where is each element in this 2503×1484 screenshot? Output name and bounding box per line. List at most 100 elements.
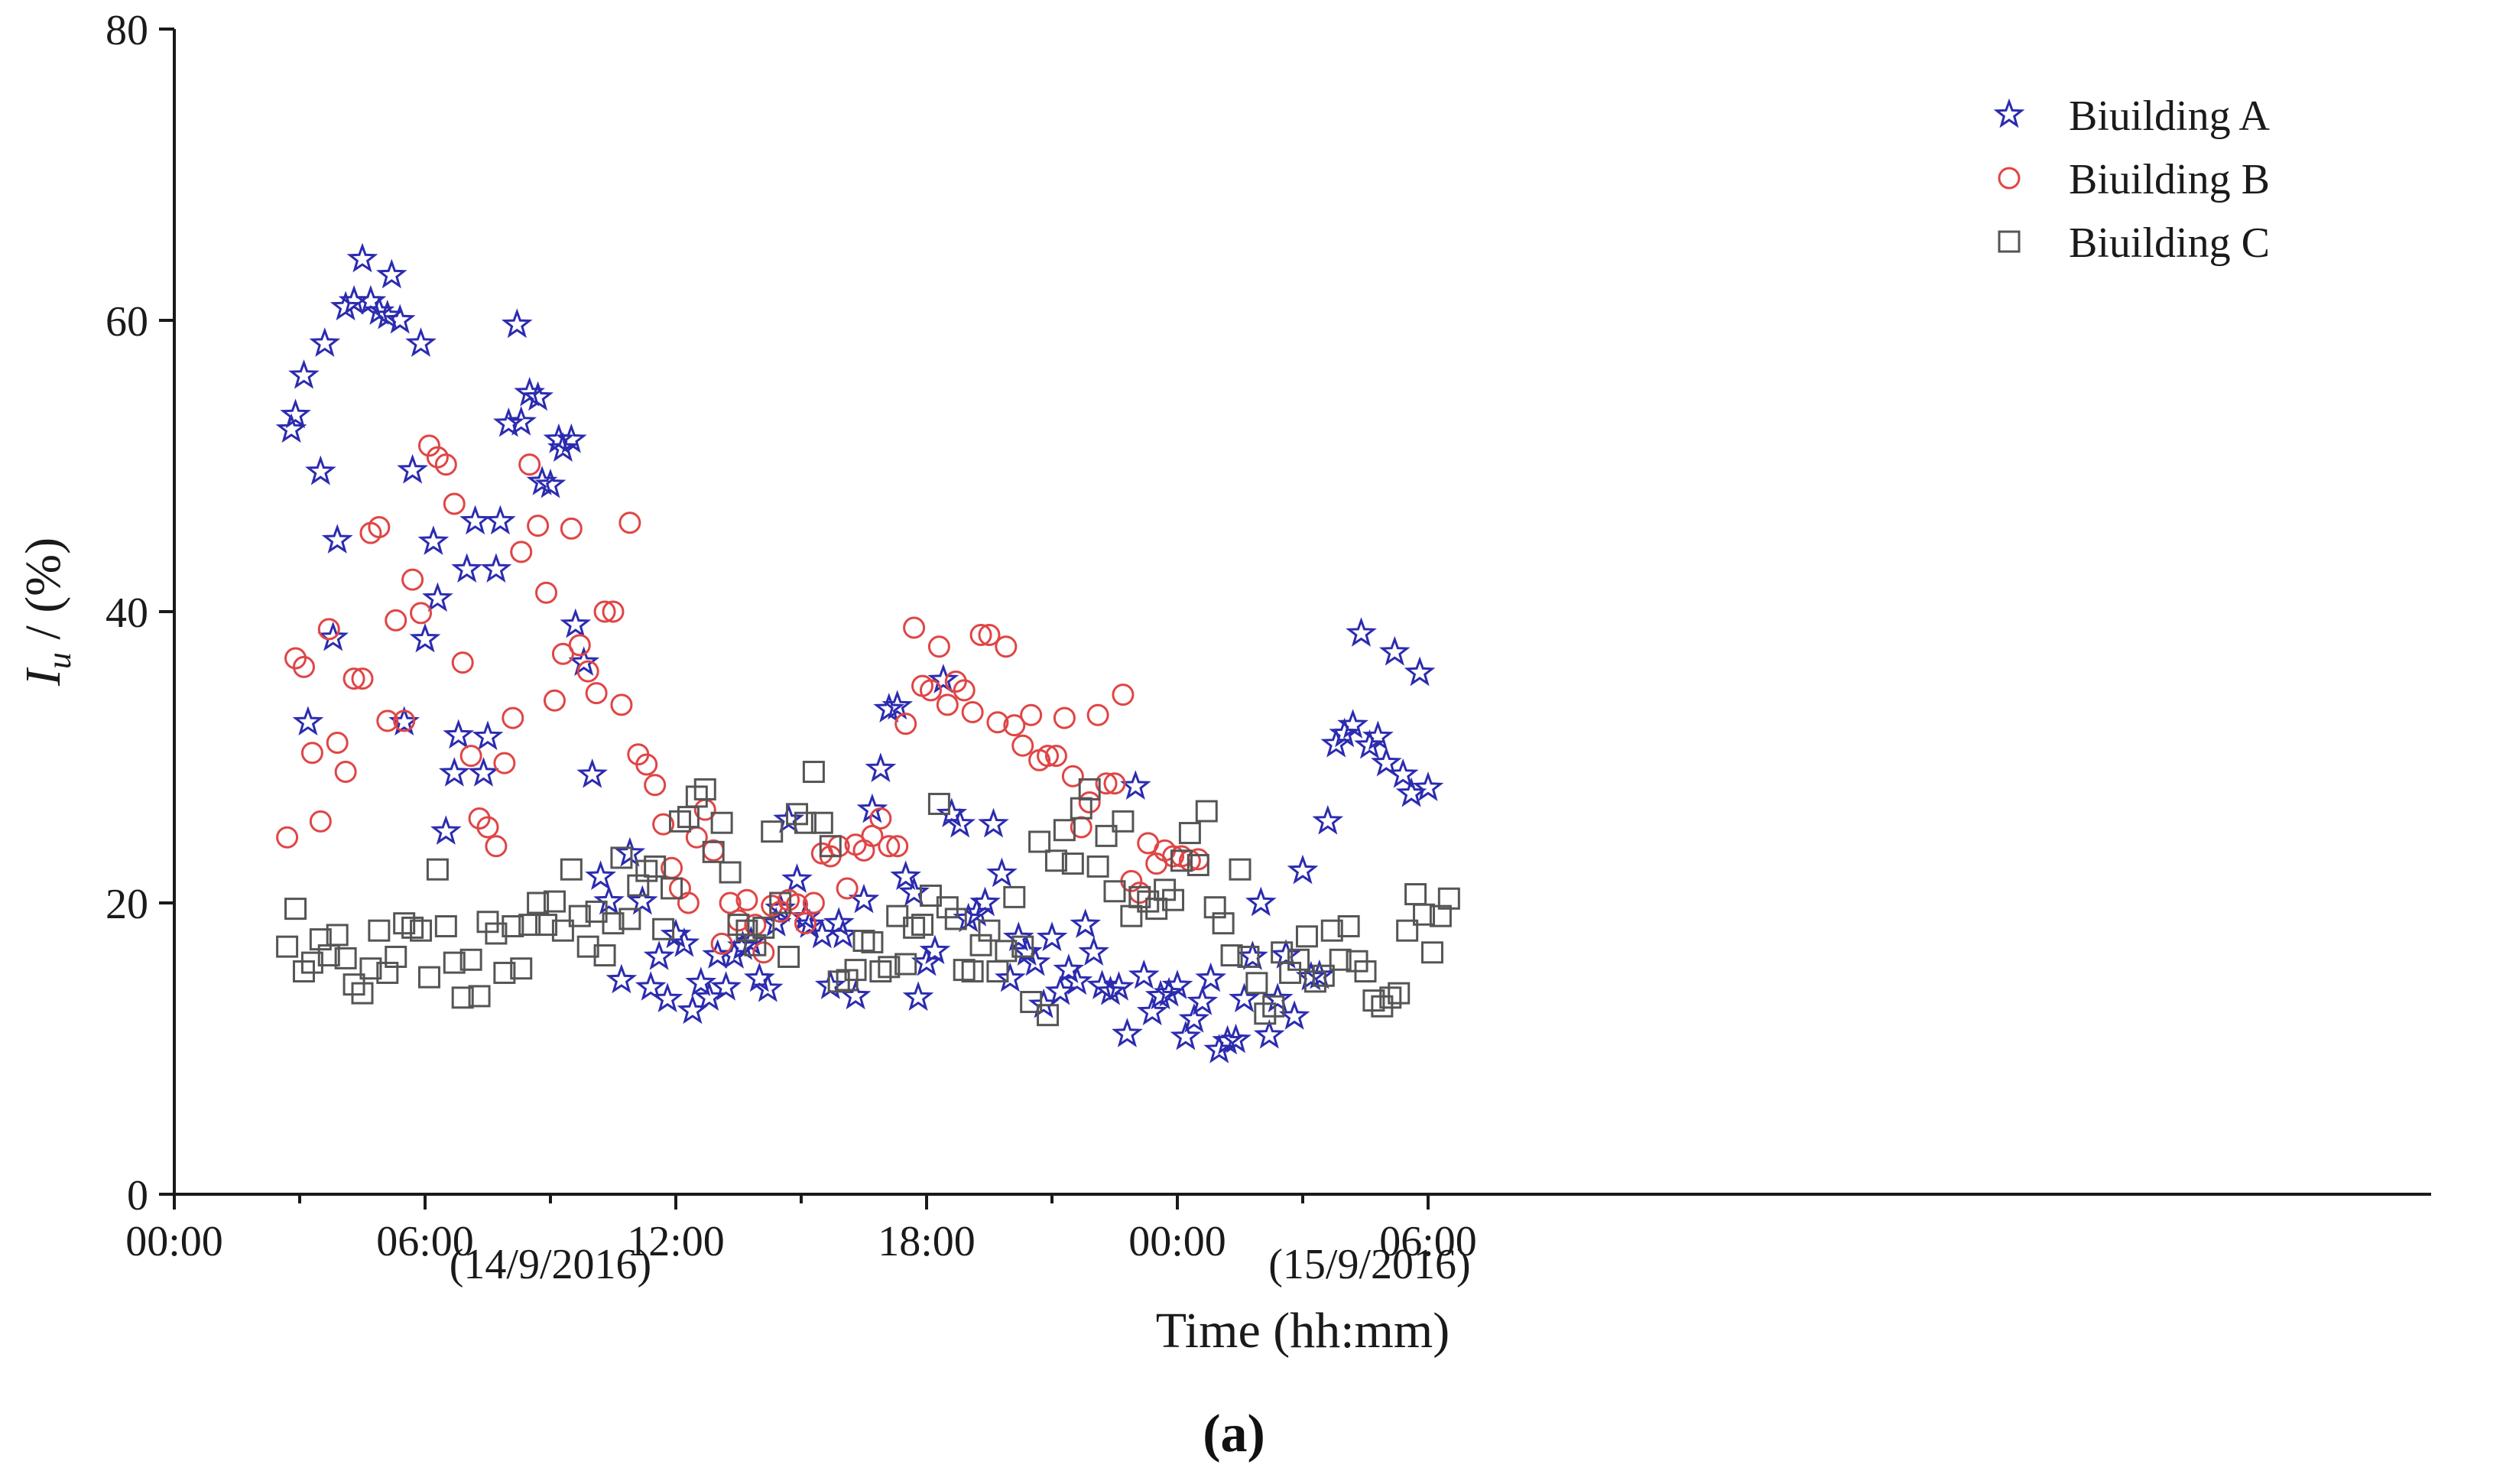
data-point: [852, 930, 875, 953]
data-point: [1337, 914, 1360, 937]
data-point: [878, 956, 901, 979]
data-point: [1136, 995, 1168, 1026]
data-point: [1229, 858, 1252, 881]
data-point: [936, 896, 959, 919]
data-point: [576, 935, 599, 958]
data-point: [919, 884, 942, 907]
data-point: [1086, 703, 1109, 726]
series-star: [275, 242, 1444, 1063]
data-point: [890, 860, 921, 891]
data-point: [459, 745, 482, 768]
date-labels: (14/9/2016) (15/9/2016): [450, 1241, 1471, 1288]
data-point: [961, 960, 984, 983]
data-point: [346, 242, 378, 273]
data-point: [451, 553, 482, 583]
data-point: [430, 815, 462, 845]
data-point: [485, 505, 516, 535]
data-point: [593, 944, 616, 967]
data-point: [417, 966, 440, 989]
data-point: [275, 413, 307, 443]
data-point: [1178, 822, 1201, 845]
data-point: [568, 646, 600, 676]
data-point: [995, 940, 1018, 963]
data-point: [894, 953, 917, 976]
data-point: [300, 951, 323, 974]
data-point: [284, 898, 307, 921]
data-point: [786, 803, 809, 826]
data-point: [1037, 745, 1060, 768]
legend-label: Biuilding B: [2069, 156, 2270, 203]
data-point: [1137, 890, 1160, 913]
x-axis-title: Time (hh:mm): [1156, 1303, 1450, 1359]
data-point: [1253, 1019, 1285, 1049]
data-point: [995, 635, 1018, 658]
data-point: [459, 505, 491, 535]
x-tick-label: 00:00: [1128, 1218, 1226, 1265]
data-point: [1437, 887, 1460, 910]
data-point: [668, 927, 700, 957]
data-point: [1120, 770, 1151, 800]
data-point: [321, 524, 353, 554]
data-point: [944, 908, 967, 930]
data-point: [526, 466, 558, 495]
data-point: [1161, 969, 1193, 999]
data-point: [468, 985, 491, 1008]
data-point: [710, 932, 733, 955]
data-point: [861, 824, 884, 847]
data-point: [1020, 991, 1043, 1014]
data-point: [1061, 852, 1084, 875]
data-point: [280, 398, 311, 429]
data-point: [334, 761, 357, 784]
data-point: [1278, 1000, 1310, 1030]
data-point: [1287, 854, 1319, 885]
data-point: [727, 914, 750, 937]
data-point: [1128, 959, 1160, 989]
data-point: [1095, 824, 1118, 847]
data-point: [276, 826, 299, 849]
data-point: [468, 757, 499, 787]
data-point: [626, 885, 658, 915]
data-point: [1020, 703, 1043, 726]
data-point: [1354, 960, 1377, 983]
data-point: [781, 863, 813, 893]
data-point: [410, 602, 433, 625]
data-point: [309, 928, 332, 951]
data-point: [476, 816, 499, 839]
y-axis-ticks: 0 20 40 60 80: [106, 7, 174, 1219]
data-point: [560, 858, 583, 881]
data-point: [1287, 948, 1310, 971]
data-point: [493, 961, 516, 984]
data-point: [1086, 855, 1109, 878]
data-point: [878, 835, 901, 858]
data-point: [1388, 982, 1411, 1005]
data-point: [610, 693, 633, 716]
data-point: [401, 916, 424, 939]
data-point: [610, 846, 633, 869]
data-point: [927, 635, 950, 658]
data-point: [1220, 1023, 1252, 1054]
data-point: [902, 981, 934, 1012]
series-layer: [275, 242, 1460, 1063]
data-point: [1404, 656, 1436, 687]
data-point: [635, 971, 667, 1001]
data-point: [438, 757, 470, 787]
legend-marker: [1998, 230, 2021, 253]
data-point: [1103, 971, 1135, 1001]
data-point: [1337, 709, 1368, 739]
data-point: [493, 407, 524, 437]
data-point: [769, 891, 792, 914]
data-point: [1412, 771, 1444, 801]
data-point: [986, 960, 1009, 983]
data-point: [710, 811, 733, 834]
data-point: [585, 860, 616, 891]
data-point: [1003, 885, 1026, 908]
data-point: [802, 891, 825, 914]
data-point: [1011, 935, 1034, 958]
data-point: [426, 446, 449, 469]
data-point: [288, 359, 320, 389]
data-point: [936, 693, 959, 716]
data-point: [1112, 1018, 1143, 1047]
data-point: [773, 803, 804, 833]
data-point: [1229, 982, 1260, 1013]
legend-label: Biuilding A: [2069, 93, 2270, 140]
